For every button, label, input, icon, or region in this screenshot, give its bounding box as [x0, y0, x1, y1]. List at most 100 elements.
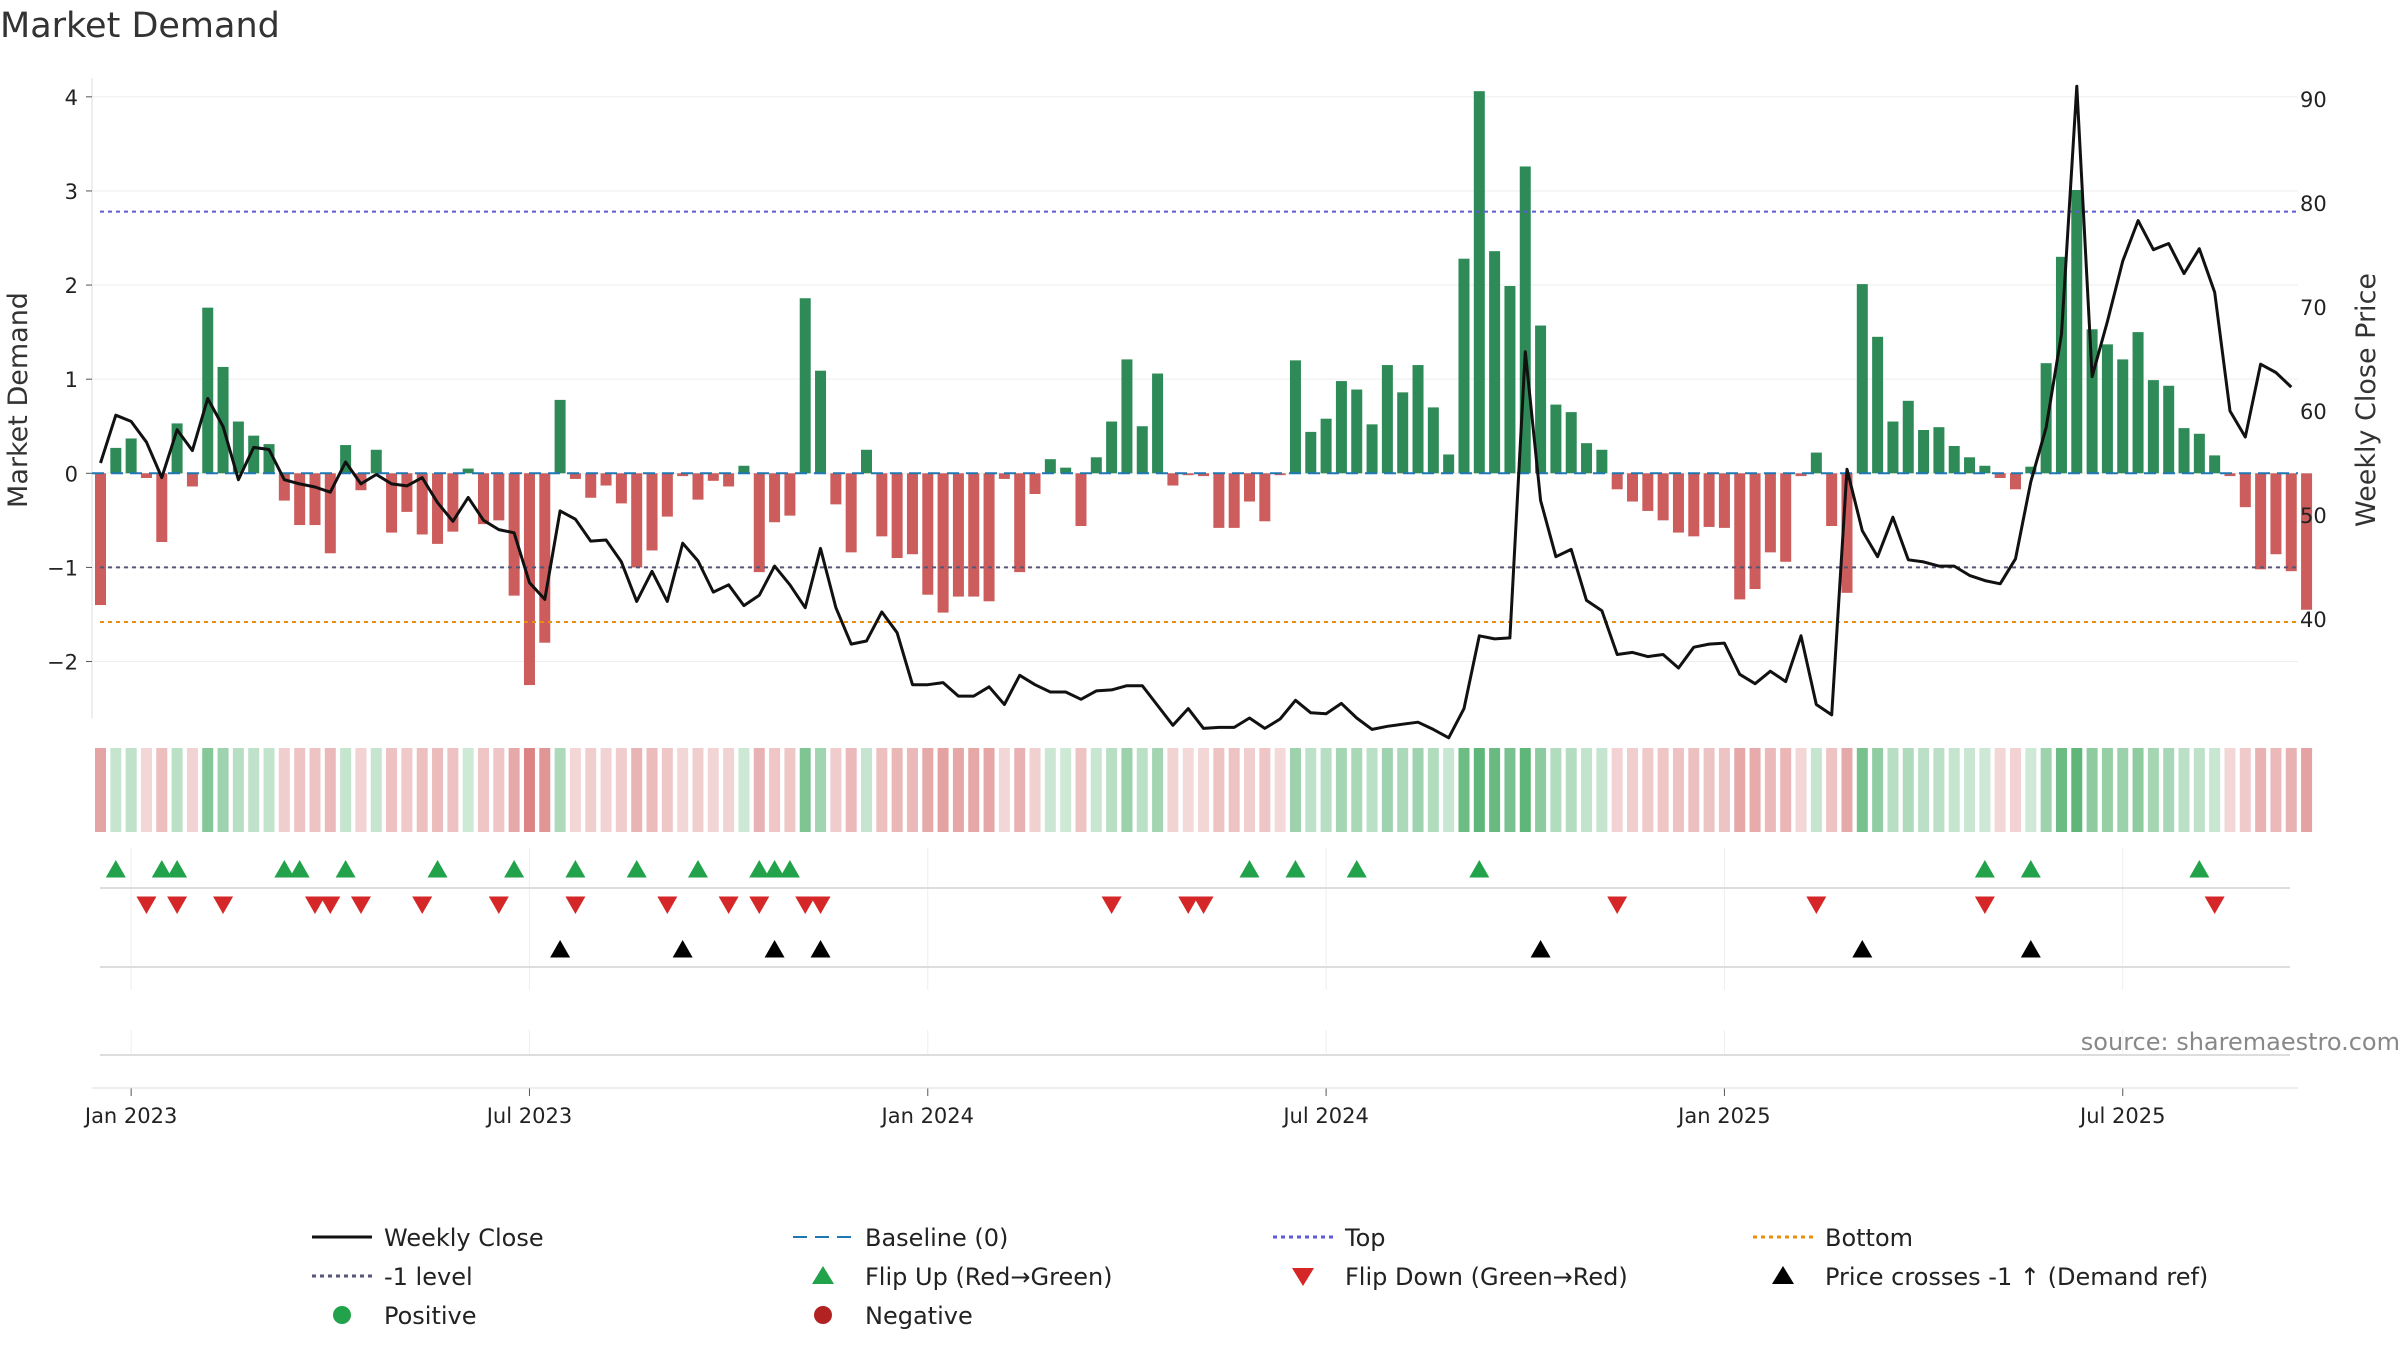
y2-tick-label: 60	[2300, 400, 2327, 424]
heat-cell	[2055, 748, 2067, 832]
negative-bar	[140, 473, 152, 478]
legend-label: Flip Up (Red→Green)	[865, 1263, 1113, 1291]
y-tick-label: 4	[65, 86, 78, 110]
heat-cell	[110, 748, 122, 832]
negative-bar	[1167, 473, 1179, 486]
heat-cell	[1627, 748, 1638, 832]
heat-cell	[2040, 748, 2052, 832]
negative-bar	[937, 473, 949, 613]
positive-bar	[1090, 457, 1102, 474]
positive-bar	[1550, 404, 1562, 474]
heat-cell	[1366, 748, 1378, 832]
negative-bar	[631, 473, 643, 568]
heat-cell	[845, 748, 857, 832]
negative-bar	[1841, 473, 1853, 593]
negative-bar	[692, 473, 704, 500]
negative-bar	[830, 473, 842, 505]
negative-bar	[2255, 473, 2267, 570]
price-cross-marker	[550, 940, 571, 958]
legend-swatch	[1292, 1268, 1314, 1286]
heat-cell	[1856, 748, 1868, 832]
heat-cell	[1182, 748, 1194, 832]
negative-bar	[784, 473, 796, 516]
flip-down-marker	[213, 896, 234, 914]
positive-bar	[2025, 466, 2037, 474]
heat-cell	[937, 748, 949, 832]
heat-cell	[340, 748, 352, 832]
flip-down-marker	[718, 896, 739, 914]
heat-cell	[2117, 748, 2129, 832]
heat-cell	[723, 748, 735, 832]
positive-bar	[1289, 360, 1301, 474]
positive-bar	[2147, 380, 2159, 474]
positive-bar	[1121, 359, 1133, 474]
negative-bar	[186, 473, 198, 487]
heat-cell	[1228, 748, 1240, 832]
flip-up-marker	[2189, 860, 2210, 878]
negative-bar	[891, 473, 903, 558]
negative-bar	[386, 473, 398, 533]
flip-up-marker	[151, 860, 172, 878]
negative-bar	[2239, 473, 2251, 508]
positive-bar	[171, 423, 183, 474]
positive-bar	[2193, 433, 2205, 474]
heat-cell	[2086, 748, 2098, 832]
heat-cell	[478, 748, 489, 832]
heat-cell	[1550, 748, 1562, 832]
negative-bar	[753, 473, 765, 573]
heat-cell	[738, 748, 750, 832]
heat-cell	[1611, 748, 1623, 832]
negative-bar	[1703, 473, 1715, 527]
legend-label: -1 level	[384, 1263, 473, 1291]
positive-bar	[1918, 430, 1930, 474]
heat-cell	[1933, 748, 1945, 832]
source-note: source: sharemaestro.com	[2081, 1028, 2400, 1056]
heat-cell	[1565, 748, 1577, 832]
x-tick-label: Jan 2025	[1676, 1104, 1771, 1128]
negative-bar	[1734, 473, 1746, 600]
heat-cell	[677, 748, 689, 832]
negative-bar	[845, 473, 857, 553]
y2-tick-label: 90	[2300, 88, 2327, 112]
positive-bar	[1458, 258, 1470, 474]
axis-ticks: 4 3 2 1 0 −1 −2 90 80 70 60 50 40 Jan 2023 Jul 2023 Jan…	[47, 86, 2327, 1128]
heat-cell	[2101, 748, 2113, 832]
negative-bar	[2270, 473, 2282, 555]
heat-cell	[1688, 748, 1700, 832]
flip-down-marker	[1806, 896, 1827, 914]
positive-bar	[1856, 284, 1868, 474]
heat-cell	[248, 748, 260, 832]
heat-cell	[493, 748, 505, 832]
negative-bar	[1795, 473, 1807, 477]
negative-bar	[309, 473, 321, 526]
flip-down-marker	[1101, 896, 1122, 914]
heat-cell	[998, 748, 1010, 832]
negative-bar	[1244, 473, 1255, 502]
heat-cell	[1749, 748, 1761, 832]
positive-bar	[1887, 421, 1899, 474]
heat-cell	[554, 748, 566, 832]
heat-cell	[1106, 748, 1118, 832]
x-tick-label: Jan 2024	[880, 1104, 975, 1128]
heat-cell	[1198, 748, 1210, 832]
heat-cell	[1167, 748, 1179, 832]
heat-cell	[1458, 748, 1470, 832]
heat-cell	[1504, 748, 1516, 832]
positive-bar	[340, 445, 352, 474]
heat-cell	[1090, 748, 1102, 832]
heat-cell	[447, 748, 459, 832]
heat-cell	[1075, 748, 1087, 832]
positive-bar	[2132, 332, 2144, 474]
heat-cell	[1259, 748, 1271, 832]
heat-cell	[1642, 748, 1654, 832]
level-lines	[92, 210, 2298, 623]
price-cross-marker	[810, 940, 831, 958]
heat-cell	[1289, 748, 1301, 832]
positive-bar	[1060, 467, 1072, 474]
flip-down-marker	[412, 896, 433, 914]
heat-cell	[585, 748, 597, 832]
positive-bar	[232, 421, 244, 474]
positive-bar	[1351, 389, 1363, 474]
negative-bar	[1688, 473, 1700, 537]
positive-bar	[125, 438, 137, 474]
